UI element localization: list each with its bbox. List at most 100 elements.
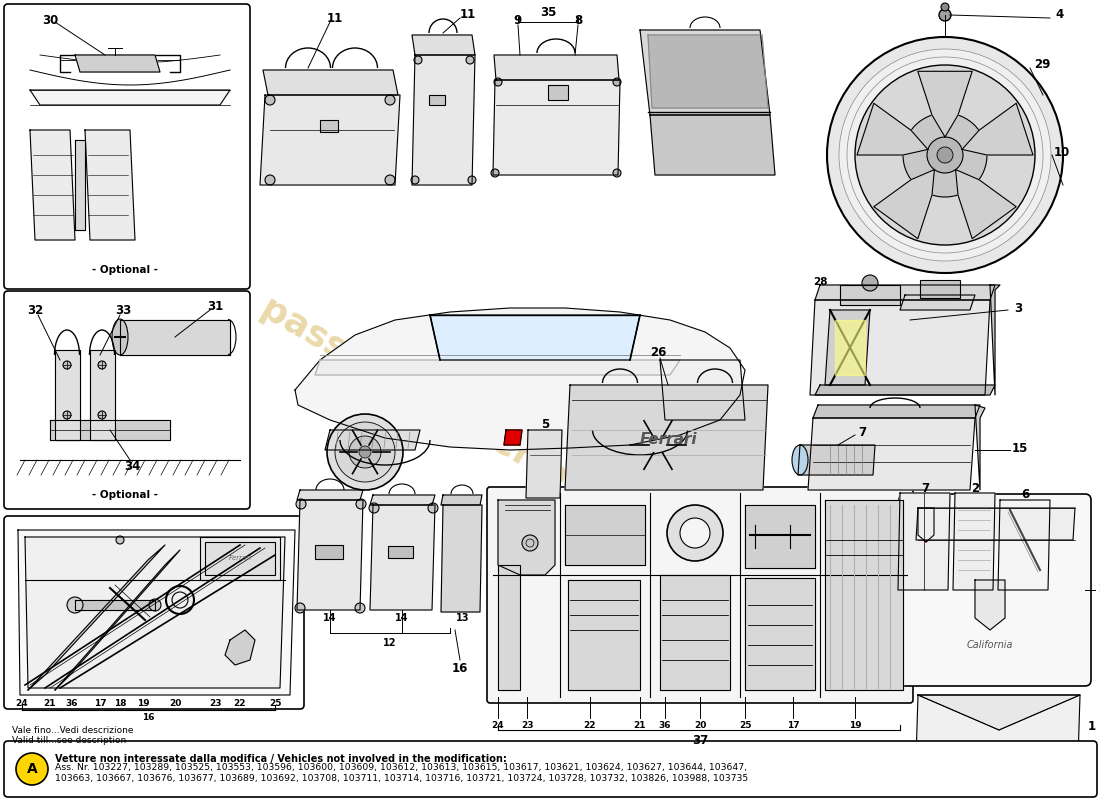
Text: 7: 7 — [921, 482, 929, 494]
Text: passion for performance: passion for performance — [255, 290, 705, 570]
Polygon shape — [494, 55, 619, 80]
Text: 19: 19 — [136, 698, 150, 707]
Polygon shape — [648, 35, 768, 108]
FancyBboxPatch shape — [487, 487, 913, 703]
Text: 6: 6 — [1021, 489, 1030, 502]
FancyBboxPatch shape — [899, 494, 1091, 686]
Polygon shape — [75, 140, 85, 230]
Circle shape — [63, 411, 72, 419]
Polygon shape — [825, 310, 870, 385]
Polygon shape — [55, 350, 80, 440]
Text: 22: 22 — [584, 722, 596, 730]
Circle shape — [16, 753, 48, 785]
Bar — [315, 545, 343, 559]
FancyBboxPatch shape — [4, 516, 304, 709]
Polygon shape — [75, 600, 155, 610]
Polygon shape — [297, 490, 363, 500]
Polygon shape — [916, 695, 1080, 760]
Text: California: California — [967, 640, 1013, 650]
Polygon shape — [815, 385, 996, 395]
Text: Ferrari: Ferrari — [639, 433, 696, 447]
Circle shape — [940, 3, 949, 11]
Polygon shape — [640, 30, 770, 115]
Text: A: A — [26, 762, 37, 776]
Circle shape — [494, 78, 502, 86]
Text: 37: 37 — [692, 734, 708, 746]
Text: 15: 15 — [1012, 442, 1028, 454]
Polygon shape — [813, 405, 980, 418]
Polygon shape — [900, 295, 975, 310]
Polygon shape — [840, 285, 900, 305]
Circle shape — [839, 49, 1050, 261]
Text: 25: 25 — [268, 698, 282, 707]
Bar — [205, 542, 275, 575]
Text: 14: 14 — [395, 613, 409, 623]
Polygon shape — [975, 580, 1005, 630]
Polygon shape — [660, 360, 745, 420]
Polygon shape — [324, 430, 420, 450]
Bar — [388, 546, 412, 558]
Circle shape — [414, 56, 422, 64]
Circle shape — [491, 169, 499, 177]
Text: Ass. Nr. 103227, 103289, 103525, 103553, 103596, 103600, 103609, 103612, 103613,: Ass. Nr. 103227, 103289, 103525, 103553,… — [55, 763, 747, 772]
Polygon shape — [18, 530, 295, 695]
FancyBboxPatch shape — [4, 741, 1097, 797]
FancyBboxPatch shape — [4, 4, 250, 289]
Text: 11: 11 — [327, 11, 343, 25]
Text: 24: 24 — [492, 722, 504, 730]
Polygon shape — [25, 537, 285, 688]
Polygon shape — [498, 500, 556, 575]
Circle shape — [98, 361, 106, 369]
Circle shape — [98, 411, 106, 419]
Text: 13: 13 — [456, 613, 470, 623]
Text: 25: 25 — [739, 722, 751, 730]
Circle shape — [651, 438, 666, 452]
Circle shape — [522, 535, 538, 551]
Polygon shape — [650, 115, 776, 175]
Polygon shape — [498, 565, 520, 690]
Polygon shape — [370, 505, 434, 610]
Text: 21: 21 — [634, 722, 647, 730]
Circle shape — [468, 176, 476, 184]
Polygon shape — [568, 580, 640, 690]
Polygon shape — [835, 320, 865, 375]
Bar — [920, 280, 960, 298]
Circle shape — [827, 37, 1063, 273]
Circle shape — [349, 436, 381, 468]
Polygon shape — [412, 55, 475, 185]
Polygon shape — [810, 300, 990, 395]
Polygon shape — [430, 315, 640, 360]
Circle shape — [411, 176, 419, 184]
Text: 19: 19 — [849, 722, 861, 730]
Text: 33: 33 — [114, 303, 131, 317]
Polygon shape — [370, 495, 434, 505]
Circle shape — [618, 405, 698, 485]
Bar — [429, 95, 446, 105]
Circle shape — [327, 414, 403, 490]
Text: 16: 16 — [142, 714, 154, 722]
Polygon shape — [315, 360, 680, 375]
Circle shape — [613, 78, 621, 86]
Polygon shape — [526, 430, 562, 498]
Text: 26: 26 — [650, 346, 667, 358]
Polygon shape — [956, 170, 1016, 238]
Circle shape — [116, 536, 124, 544]
Polygon shape — [295, 308, 745, 450]
Text: 21: 21 — [44, 698, 56, 707]
Text: 29: 29 — [1034, 58, 1050, 71]
Text: 2: 2 — [971, 482, 979, 494]
Text: Vale fino...Vedi descrizione
Valid till...see description: Vale fino...Vedi descrizione Valid till.… — [12, 726, 133, 746]
Text: 36: 36 — [659, 722, 671, 730]
Ellipse shape — [792, 445, 808, 475]
Text: 4: 4 — [1056, 9, 1064, 22]
Polygon shape — [918, 695, 1080, 730]
Polygon shape — [263, 70, 398, 95]
Circle shape — [626, 413, 690, 477]
Circle shape — [67, 597, 82, 613]
Text: 103663, 103667, 103676, 103677, 103689, 103692, 103708, 103711, 103714, 103716, : 103663, 103667, 103676, 103677, 103689, … — [55, 774, 748, 783]
Polygon shape — [916, 508, 1075, 540]
Circle shape — [296, 499, 306, 509]
Polygon shape — [873, 170, 934, 238]
Polygon shape — [962, 103, 1033, 155]
Circle shape — [680, 518, 710, 548]
